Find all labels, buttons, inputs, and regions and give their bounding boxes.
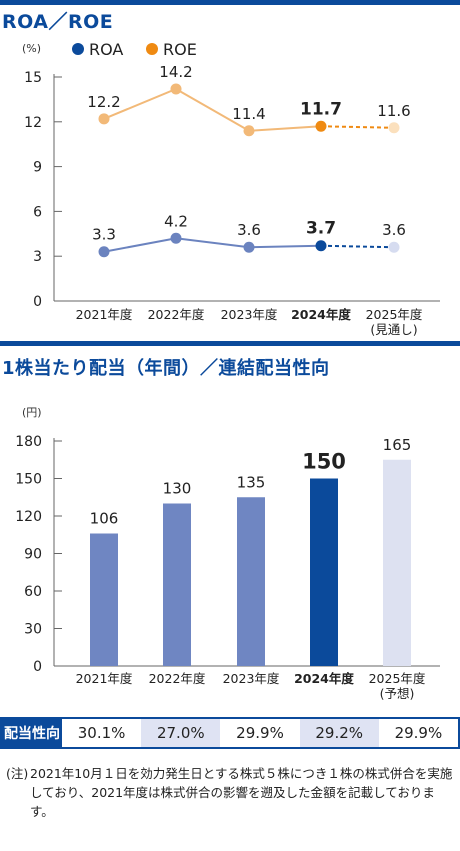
roe-data-label: 12.2 [87, 93, 120, 111]
dividend-bar [237, 497, 265, 666]
roa-data-label: 4.2 [164, 212, 188, 230]
x-tick-label: 2022年度 [149, 671, 206, 686]
roa-point [388, 241, 400, 253]
y-tick-label: 15 [24, 70, 42, 86]
x-tick-label: 2023年度 [223, 671, 280, 686]
roa-point [98, 246, 110, 258]
roe-point [170, 83, 182, 95]
payout-ratio-cell: 29.2% [299, 719, 379, 747]
x-tick-label: 2021年度 [76, 671, 133, 686]
payout-ratio-cell: 27.0% [141, 719, 221, 747]
roa-roe-section-title: ROA／ROE [2, 11, 114, 33]
section-divider [0, 341, 460, 346]
x-tick-sublabel: (予想) [380, 686, 415, 701]
roe-forecast-line [320, 125, 395, 129]
roe-data-label: 14.2 [159, 63, 192, 81]
roa-point [315, 240, 327, 252]
roe-data-label: 11.7 [300, 99, 342, 119]
x-tick-label: 2022年度 [148, 307, 205, 322]
y-tick-label: 3 [33, 249, 42, 265]
roa-point [243, 241, 255, 253]
footnote-text: 2021年10月１日を効力発生日とする株式５株につき１株の株式併合を実施しており… [30, 766, 453, 819]
payout-ratio-cell: 30.1% [77, 724, 126, 742]
legend-marker-roe [146, 43, 158, 55]
y-tick-label: 0 [33, 659, 42, 675]
legend-marker-roa [72, 43, 84, 55]
y-tick-label: 180 [15, 434, 42, 450]
roa-data-label: 3.7 [306, 219, 336, 239]
roa-forecast-line [320, 244, 395, 249]
payout-ratio-row: 配当性向 30.1% 27.0% 29.9% 29.2% 29.9% [0, 717, 460, 749]
roa-roe-line-chart: (%) ROA ROE 0 3 6 9 12 15 2021年度 2022年度 2023年度 2024年… [22, 40, 440, 337]
y-tick-label: 120 [15, 509, 42, 525]
y-tick-label: 9 [33, 160, 42, 176]
dividend-bar-chart: (円) 0 30 60 90 120 150 180 106 130 135 150 165 2021年度… [15, 406, 440, 701]
dividend-bar [383, 459, 411, 666]
unit-label: (%) [22, 42, 41, 55]
bar-data-label: 150 [302, 450, 346, 474]
roe-line [103, 87, 322, 132]
roe-data-label: 11.4 [232, 105, 265, 123]
x-tick-label: 2025年度 [369, 671, 426, 686]
bar-data-label: 165 [383, 436, 412, 454]
x-tick-label: 2021年度 [76, 307, 133, 322]
top-accent-bar [0, 0, 460, 5]
y-tick-label: 150 [15, 472, 42, 488]
roa-line [103, 237, 322, 253]
bar-data-label: 130 [163, 480, 192, 498]
legend-label-roe: ROE [163, 40, 197, 59]
roe-point [388, 122, 400, 134]
y-tick-label: 12 [24, 115, 42, 131]
x-tick-label: 2023年度 [221, 307, 278, 322]
roa-data-label: 3.6 [237, 221, 261, 239]
bar-data-label: 135 [237, 473, 266, 491]
y-tick-label: 0 [33, 294, 42, 310]
roa-data-label: 3.3 [92, 226, 116, 244]
bar-data-label: 106 [90, 510, 119, 528]
dividend-bar [90, 533, 118, 666]
roe-point [98, 113, 110, 125]
roe-point [243, 125, 255, 137]
y-tick-label: 30 [24, 622, 42, 638]
x-tick-label: 2025年度 [366, 307, 423, 322]
roa-point [170, 232, 182, 244]
dividend-bar [310, 478, 338, 666]
payout-ratio-cell: 29.9% [236, 724, 284, 742]
x-tick-label: 2024年度 [294, 671, 354, 686]
unit-label: (円) [22, 406, 42, 419]
roe-data-label: 11.6 [377, 102, 410, 120]
payout-ratio-cell: 29.9% [394, 724, 443, 742]
y-tick-label: 90 [24, 547, 42, 563]
footnote: (注) 2021年10月１日を効力発生日とする株式５株につき１株の株式併合を実施… [6, 764, 456, 821]
x-tick-sublabel: (見通し) [370, 322, 417, 337]
y-tick-label: 60 [24, 584, 42, 600]
x-tick-label: 2024年度 [291, 307, 351, 322]
payout-ratio-label: 配当性向 [2, 719, 62, 747]
roe-point [315, 120, 327, 132]
legend-label-roa: ROA [89, 40, 123, 59]
dividend-bar [163, 503, 191, 666]
footnote-prefix: (注) [6, 766, 29, 781]
roa-data-label: 3.6 [382, 221, 406, 239]
dividend-section-title: 1株当たり配当（年間）／連結配当性向 [2, 358, 330, 379]
y-tick-label: 6 [33, 204, 42, 220]
